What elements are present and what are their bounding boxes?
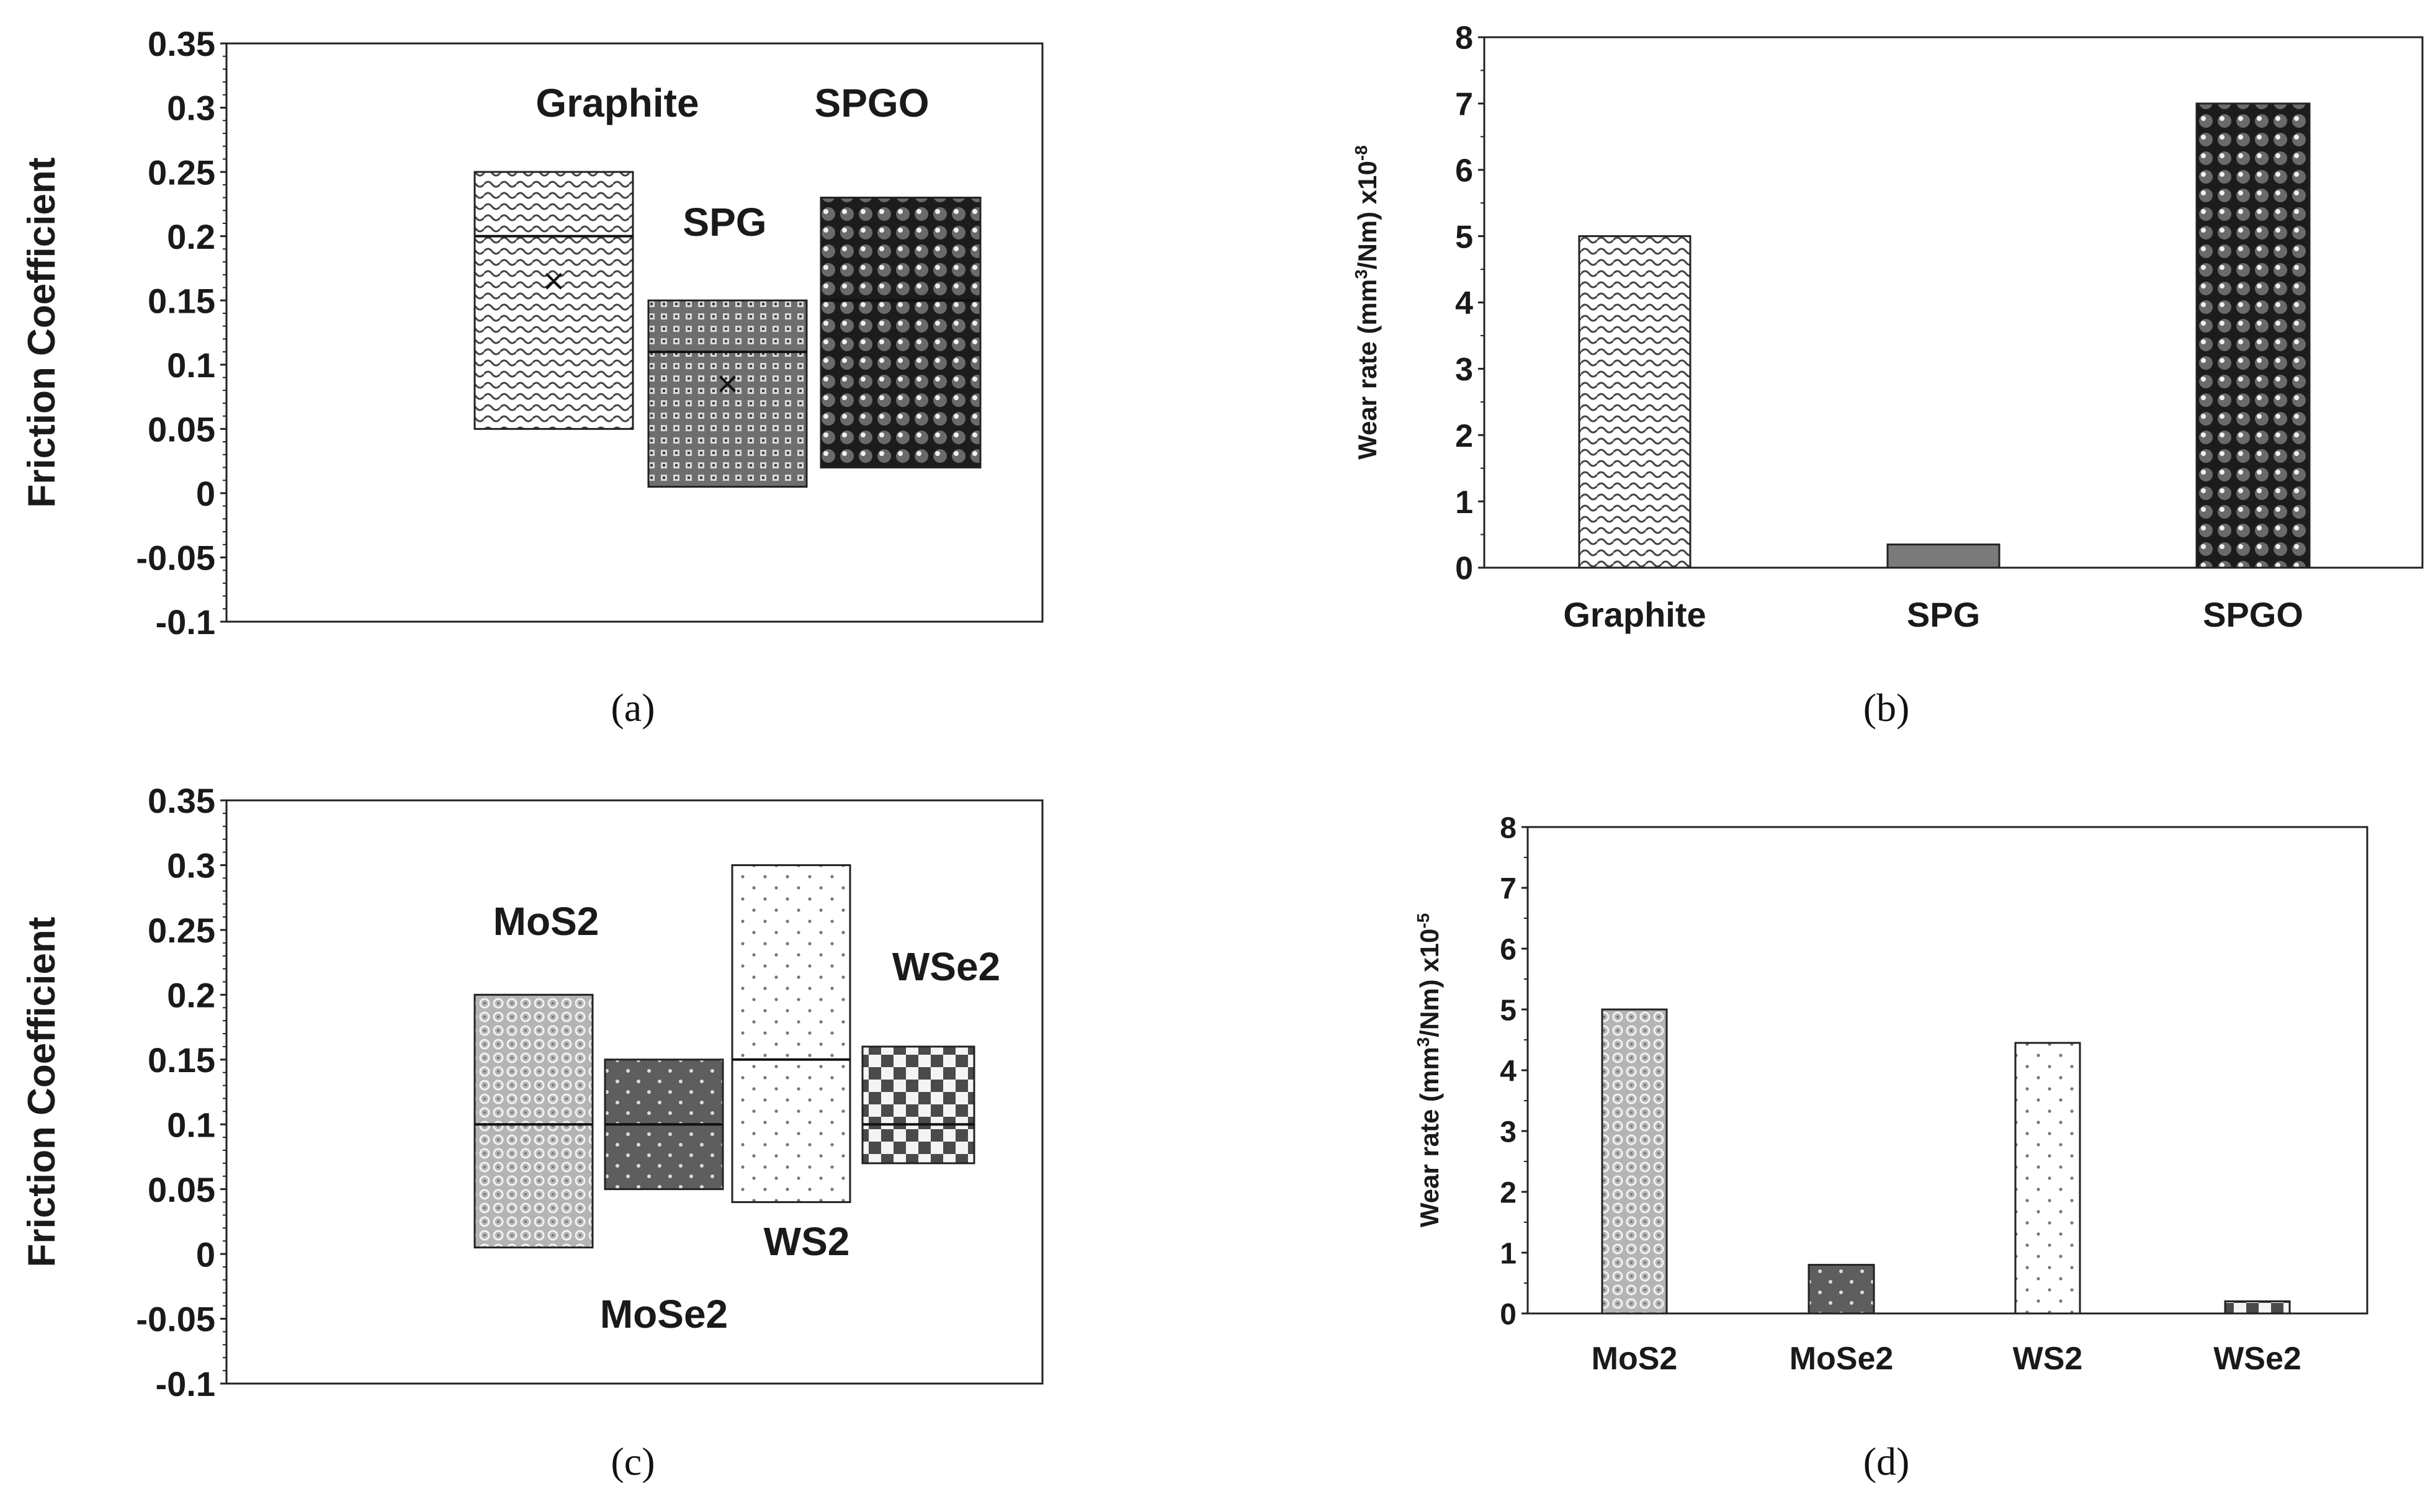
- panel-a: 0.35 0.3 0.25 0.2 0.15 0.1 0.05 0 -0.05 -0.1 Frict…: [20, 24, 1044, 730]
- panel-d: 0 1 2 3 4 5 6 7 8 Wear rate (mm3/Nm) x10-5 MoS2 MoS…: [1414, 812, 2368, 1483]
- box-label: MoS2: [493, 899, 599, 944]
- bar-ws2: [2014, 1042, 2081, 1315]
- panel-c: 0.35 0.3 0.25 0.2 0.15 0.1 0.05 0 -0.05 -0.1 Frict…: [20, 781, 1044, 1483]
- y-tick-label: 7: [1500, 872, 1517, 905]
- y-tick-label: 3: [1500, 1116, 1517, 1148]
- bar-wse2: [2224, 1300, 2291, 1315]
- y-tick-label: 0.25: [148, 153, 215, 192]
- y-tick-label: 0.05: [148, 409, 215, 449]
- x-tick-label: Graphite: [1563, 595, 1706, 634]
- x-tick-label: MoS2: [1592, 1341, 1678, 1377]
- y-tick-label: 6: [1500, 933, 1517, 966]
- box-wse2: [861, 1045, 975, 1165]
- x-tick-label: SPGO: [2203, 595, 2303, 634]
- y-tick-label: -0.1: [156, 602, 216, 642]
- y-tick-label: 0.2: [167, 217, 215, 256]
- y-tick-label: 0: [1500, 1298, 1517, 1331]
- y-axis-label: Friction Coefficient: [20, 917, 63, 1268]
- box-ws2: [731, 864, 851, 1204]
- plot-frame: [225, 799, 1044, 1385]
- y-tick-label: 8: [1500, 812, 1517, 844]
- y-axis-label: Wear rate (mm3/Nm) x10-8: [1351, 145, 1382, 460]
- y-tick-label: -0.1: [156, 1364, 216, 1403]
- y-tick-label: 0.1: [167, 346, 215, 385]
- bar-mose2: [1808, 1264, 1875, 1315]
- x-tick-label: MoSe2: [1790, 1341, 1894, 1377]
- panel-caption: (a): [611, 686, 655, 730]
- y-tick-label: 0.25: [148, 911, 215, 950]
- box-graphite: [473, 171, 634, 430]
- y-tick-label: 0.2: [167, 975, 215, 1014]
- y-tick-label: 0: [196, 1235, 215, 1274]
- y-tick-label: 0.15: [148, 281, 215, 320]
- bar-spg: [1886, 544, 2001, 569]
- bar-graphite: [1578, 235, 1691, 569]
- y-tick-label: 1: [1455, 485, 1473, 521]
- y-tick-label: 0.05: [148, 1170, 215, 1209]
- y-tick-label: 3: [1455, 352, 1473, 388]
- y-tick-label: 0.3: [167, 846, 215, 885]
- box-label: WSe2: [892, 944, 1000, 989]
- plot-frame: [225, 42, 1044, 623]
- bar-spgo: [2195, 102, 2311, 569]
- x-tick-label: SPG: [1907, 595, 1980, 634]
- box-label: SPG: [683, 200, 766, 244]
- mean-marker: [545, 272, 562, 290]
- y-tick-label: 8: [1455, 20, 1473, 56]
- box-spg: [647, 299, 808, 488]
- mean-marker: [719, 375, 736, 393]
- panel-b: 0 1 2 3 4 5 6 7 8 Wear rate (mm3/Nm) x10-8 Graphit…: [1351, 20, 2424, 730]
- y-tick-label: 6: [1455, 153, 1473, 189]
- y-tick-label: 0.3: [167, 89, 215, 128]
- panel-caption: (b): [1863, 686, 1910, 730]
- box-label: Graphite: [535, 81, 699, 125]
- y-axis-label: Wear rate (mm3/Nm) x10-5: [1414, 913, 1445, 1228]
- y-tick-label: 0.15: [148, 1040, 215, 1080]
- y-tick-label: 0: [1455, 551, 1473, 587]
- box-label: SPGO: [815, 81, 930, 125]
- y-tick-label: 4: [1500, 1055, 1517, 1088]
- box-label: WS2: [764, 1219, 850, 1264]
- box-label: MoSe2: [600, 1292, 728, 1336]
- y-tick-label: 1: [1500, 1237, 1517, 1270]
- y-tick-label: 0.1: [167, 1105, 215, 1144]
- y-tick-label: 2: [1455, 418, 1473, 454]
- box-spgo: [820, 197, 982, 468]
- panel-caption: (c): [611, 1439, 655, 1483]
- y-tick-label: 0.35: [148, 781, 215, 820]
- y-axis-label: Friction Coefficient: [20, 158, 63, 508]
- y-tick-label: 5: [1455, 219, 1473, 255]
- panel-caption: (d): [1863, 1439, 1910, 1483]
- x-tick-label: WS2: [2013, 1341, 2083, 1377]
- y-tick-label: 5: [1500, 994, 1517, 1027]
- y-tick-label: 2: [1500, 1176, 1517, 1209]
- y-tick-label: -0.05: [136, 539, 215, 578]
- bar-mos2: [1601, 1008, 1668, 1315]
- x-tick-label: WSe2: [2213, 1341, 2301, 1377]
- y-tick-label: -0.05: [136, 1300, 215, 1339]
- y-tick-label: 4: [1455, 285, 1473, 321]
- y-tick-label: 0.35: [148, 24, 215, 63]
- y-tick-label: 0: [196, 474, 215, 513]
- y-tick-label: 7: [1455, 87, 1473, 123]
- box-mos2: [473, 993, 594, 1249]
